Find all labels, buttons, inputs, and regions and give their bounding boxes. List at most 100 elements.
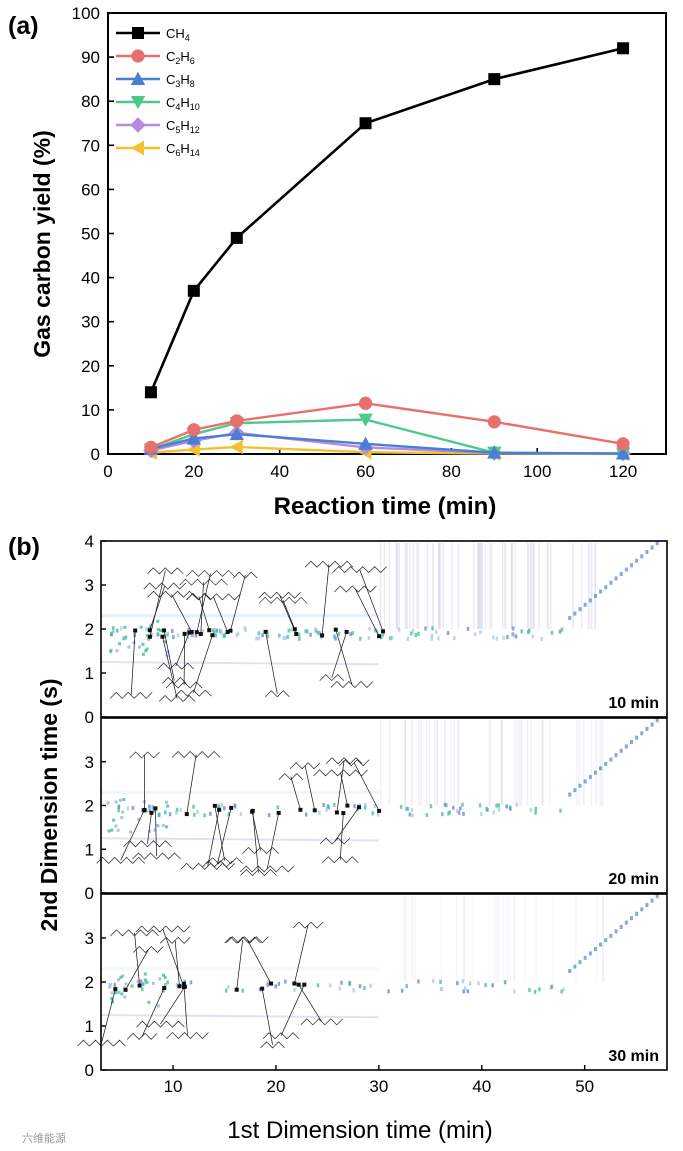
heatmap-peak: [604, 938, 608, 943]
molecule-structure: [300, 1018, 344, 1026]
data-point: [358, 436, 373, 450]
y-tick-label-b: 4: [85, 532, 94, 551]
heatmap-peak: [430, 636, 434, 641]
x-axis-label-b: 1st Dimension time (min): [227, 1117, 492, 1144]
leader-line: [280, 984, 305, 1036]
heatmap-peak: [153, 828, 157, 832]
molecule-structure: [159, 936, 191, 944]
heatmap-peak: [276, 805, 280, 810]
series-C2H6: [144, 396, 630, 454]
heatmap-peak: [266, 982, 269, 987]
heatmap-background: [101, 894, 667, 1070]
heatmap-peak: [593, 947, 597, 951]
data-point: [616, 437, 630, 451]
heatmap-peak: [116, 628, 119, 633]
heatmap-peak: [363, 805, 367, 810]
series-CH4: [144, 42, 630, 399]
heatmap-peak: [411, 813, 414, 818]
heatmap-peak: [161, 823, 165, 827]
molecule-structure: [129, 751, 160, 759]
heatmap-peak: [117, 804, 121, 809]
leader-line: [198, 596, 210, 631]
heatmap-peak: [120, 816, 124, 820]
panel-a-label: (a): [8, 12, 39, 40]
heatmap-peak: [194, 633, 198, 638]
data-point: [130, 140, 144, 156]
x-tick-label-b: 20: [266, 1077, 285, 1096]
legend-label: C4H10: [166, 95, 200, 112]
heatmap-peak: [123, 995, 127, 999]
heatmap-peak: [261, 633, 264, 638]
heatmap-peak: [286, 634, 289, 639]
heatmap-peak: [241, 988, 244, 993]
heatmap-peak: [463, 986, 467, 991]
heatmap-peak: [255, 636, 258, 641]
heatmap-peak: [568, 616, 572, 620]
heatmap-peak: [446, 631, 450, 636]
molecule-structure: [319, 837, 351, 845]
heatmap-peak: [156, 628, 160, 632]
subplot-label: 10 min: [608, 695, 659, 712]
y-tick-label-a: 20: [81, 357, 100, 376]
legend-label: CH4: [166, 26, 190, 43]
heatmap-peak: [215, 628, 219, 633]
leader-line: [214, 805, 226, 861]
leader-line: [163, 630, 175, 681]
heatmap-peak: [550, 984, 554, 989]
data-point: [358, 396, 373, 410]
heatmap-peak: [108, 985, 112, 989]
heatmap-peak: [183, 979, 187, 984]
series-C5H12: [143, 425, 631, 462]
heatmap-peak: [266, 629, 270, 634]
leader-line: [335, 629, 353, 685]
heatmap-peak: [120, 992, 124, 996]
heatmap-peak: [527, 628, 531, 633]
heatmap-peak: [480, 812, 483, 817]
heatmap-peak: [562, 987, 565, 992]
molecule-structure: [132, 852, 181, 860]
heatmap-peak: [145, 980, 149, 984]
heatmap-peak: [123, 625, 127, 629]
heatmap-peak: [114, 800, 118, 804]
heatmap-peak: [130, 984, 134, 988]
heatmap-peak: [540, 636, 543, 641]
heatmap-peak: [520, 629, 524, 634]
line-chart-gas-yield: 0 20 40 60 80 100 120 0 10 20 30 40 50 60 70 80 90 100 CH4…: [72, 4, 667, 481]
leader-line: [252, 810, 259, 873]
heatmap-peak: [111, 1000, 115, 1004]
x-tick-label-a: 0: [103, 462, 112, 481]
heatmap-peak: [364, 802, 367, 807]
heatmap-peak: [491, 983, 494, 988]
leader-line: [120, 810, 145, 861]
series-line-CH4: [149, 47, 624, 393]
legend-entry-C6H14: C6H14: [116, 140, 200, 158]
heatmap-peak: [110, 997, 114, 1001]
heatmap-peak: [583, 602, 587, 607]
y-tick-label-a: 80: [81, 92, 100, 111]
heatmap-peak: [515, 802, 519, 807]
heatmap-peak: [437, 636, 440, 641]
molecule-structure: [175, 689, 212, 697]
heatmap-peak: [217, 804, 221, 809]
leader-line: [331, 631, 347, 678]
data-point: [144, 386, 157, 399]
heatmap-peak: [145, 627, 148, 632]
heatmap-peak: [148, 829, 152, 833]
heatmap-peak: [267, 813, 271, 818]
leader-line: [266, 812, 280, 869]
heatmap-peak: [214, 633, 218, 638]
heatmap-peak: [367, 635, 371, 640]
heatmap-peak: [558, 629, 562, 634]
heatmap-peak: [113, 982, 117, 987]
heatmap-peak: [604, 761, 608, 766]
heatmap-peak: [116, 828, 120, 832]
heatmap-peak: [156, 824, 160, 828]
heatmap-peak: [227, 812, 231, 817]
heatmap-peak: [162, 973, 166, 977]
leader-line: [134, 932, 140, 986]
leader-line: [282, 600, 296, 630]
heatmap-peak: [227, 984, 230, 989]
heatmap-peak: [624, 920, 628, 925]
heatmap-peak: [293, 988, 296, 993]
heatmap-peak: [513, 989, 516, 994]
